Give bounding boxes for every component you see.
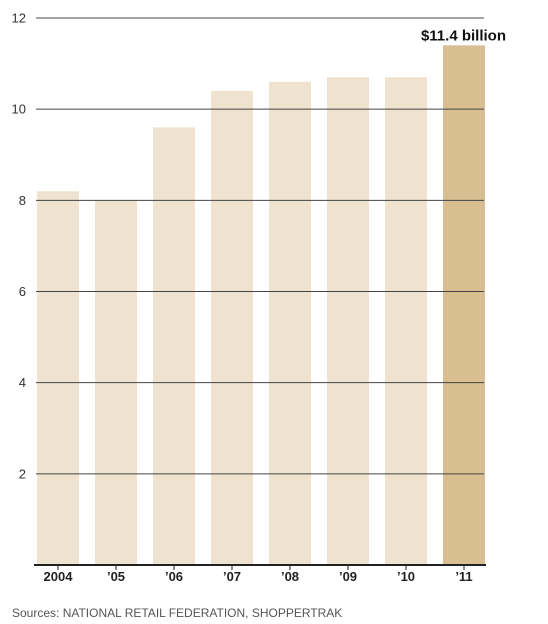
y-tick-label-2: 2 [19,466,26,481]
bar-6 [385,77,427,565]
source-note: Sources: NATIONAL RETAIL FEDERATION, SHO… [12,606,343,620]
bar-3 [211,90,253,565]
bar-5 [327,77,369,565]
y-tick-label-8: 8 [19,193,26,208]
y-tick-label-10: 10 [12,102,26,117]
x-tick-label-4: ’08 [281,569,299,584]
data-label-highlight: $11.4 billion [421,27,506,44]
x-tick-label-5: ’09 [339,569,357,584]
x-tick-label-2: ’06 [165,569,183,584]
x-tick-label-7: ’11 [455,569,472,584]
y-tick-label-12: 12 [12,10,26,25]
y-tick-label-4: 4 [19,375,26,390]
bar-7 [443,45,485,566]
bar-0 [37,191,79,565]
x-tick-label-0: 2004 [44,569,74,584]
y-tick-label-6: 6 [19,284,26,299]
bar-4 [269,81,311,566]
x-tick-label-6: ’10 [397,569,415,584]
x-tick-label-1: ’05 [107,569,125,584]
x-tick-label-3: ’07 [223,569,241,584]
bar-2 [153,127,195,566]
